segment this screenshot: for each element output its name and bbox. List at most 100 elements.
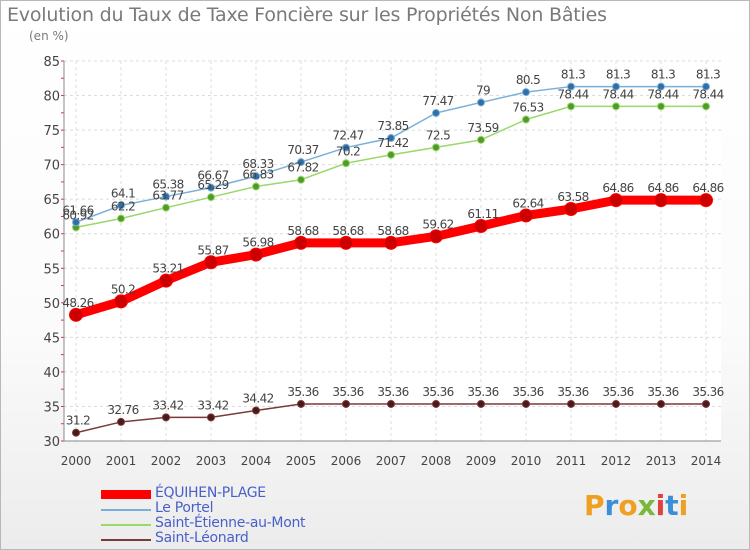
x-tick-label: 2005 [286, 454, 317, 468]
data-label-saint-leonard: 35.36 [422, 385, 453, 399]
data-label-equihen-plage: 53.21 [152, 262, 183, 276]
data-point-saint-leonard [297, 399, 305, 408]
x-tick-label: 2009 [466, 454, 497, 468]
data-point-saint-etienne-au-mont [567, 102, 575, 111]
data-point-saint-leonard [657, 399, 665, 408]
data-point-equihen-plage [114, 294, 128, 309]
data-label-saint-leonard: 33.42 [197, 398, 228, 412]
data-point-saint-etienne-au-mont [252, 182, 260, 191]
data-label-saint-leonard: 35.36 [647, 385, 678, 399]
legend-label: ÉQUIHEN-PLAGE [155, 485, 266, 501]
x-tick-label: 2003 [196, 454, 227, 468]
data-point-le-portel [702, 82, 710, 91]
data-label-saint-etienne-au-mont: 71.42 [377, 136, 408, 150]
data-label-le-portel: 65.38 [152, 178, 183, 192]
line-chart: 30 35 40 45 50 55 60 65 70 75 80 85 2000 2001 2002 2003… [43, 55, 724, 468]
data-label-saint-etienne-au-mont: 78.44 [557, 87, 588, 101]
y-tick-label: 75 [43, 124, 60, 139]
data-point-equihen-plage [654, 193, 668, 208]
x-tick-label: 2002 [151, 454, 182, 468]
data-label-equihen-plage: 55.87 [197, 243, 228, 257]
legend-swatch [101, 509, 151, 511]
data-point-saint-etienne-au-mont [702, 102, 710, 111]
data-label-saint-etienne-au-mont: 62.2 [111, 200, 135, 214]
data-point-equihen-plage [609, 193, 623, 208]
data-point-saint-leonard [162, 413, 170, 422]
data-point-equihen-plage [69, 307, 83, 322]
data-label-saint-etienne-au-mont: 78.44 [602, 87, 633, 101]
data-label-le-portel: 81.3 [606, 68, 630, 82]
data-point-saint-leonard [567, 399, 575, 408]
data-label-saint-leonard: 35.36 [467, 385, 498, 399]
data-point-saint-etienne-au-mont [432, 143, 440, 152]
x-tick-label: 2011 [556, 454, 587, 468]
data-label-saint-etienne-au-mont: 78.44 [692, 87, 723, 101]
data-point-saint-leonard [432, 399, 440, 408]
data-label-le-portel: 72.47 [332, 129, 363, 143]
data-label-saint-etienne-au-mont: 70.2 [336, 144, 360, 158]
data-label-le-portel: 79 [476, 83, 490, 97]
y-tick-label: 35 [43, 400, 60, 415]
y-tick-label: 40 [43, 366, 60, 381]
data-label-saint-etienne-au-mont: 67.82 [287, 161, 318, 175]
data-point-saint-leonard [342, 399, 350, 408]
data-label-saint-leonard: 35.36 [692, 385, 723, 399]
data-point-le-portel [567, 82, 575, 91]
data-label-equihen-plage: 58.68 [332, 224, 363, 238]
data-label-equihen-plage: 48.26 [62, 296, 93, 310]
x-tick-label: 2006 [331, 454, 362, 468]
x-tick-label: 2013 [646, 454, 677, 468]
data-label-equihen-plage: 50.2 [111, 282, 135, 296]
data-point-le-portel [657, 82, 665, 91]
data-point-saint-leonard [522, 399, 530, 408]
data-label-equihen-plage: 58.68 [377, 224, 408, 238]
data-point-le-portel [252, 172, 260, 181]
data-label-equihen-plage: 59.62 [422, 217, 453, 231]
data-point-saint-etienne-au-mont [612, 102, 620, 111]
data-point-le-portel [162, 192, 170, 201]
data-point-saint-leonard [702, 399, 710, 408]
data-label-saint-etienne-au-mont: 65.29 [197, 178, 228, 192]
data-point-saint-leonard [252, 406, 260, 415]
data-label-saint-leonard: 33.42 [152, 398, 183, 412]
logo-letter: x [637, 489, 656, 522]
y-tick-label: 70 [43, 159, 60, 174]
legend-label: Le Portel [155, 500, 214, 516]
data-point-saint-leonard [612, 399, 620, 408]
data-point-saint-etienne-au-mont [117, 214, 125, 223]
legend-swatch [101, 524, 151, 526]
y-tick-label: 80 [43, 90, 60, 105]
data-label-le-portel: 80.5 [516, 73, 540, 87]
data-label-equihen-plage: 64.86 [692, 181, 723, 195]
logo-letter: P [584, 489, 605, 522]
data-label-saint-leonard: 35.36 [602, 385, 633, 399]
legend-swatch [101, 490, 151, 499]
data-point-equihen-plage [384, 235, 398, 250]
data-point-equihen-plage [519, 208, 533, 223]
data-label-saint-leonard: 35.36 [287, 385, 318, 399]
data-point-le-portel [72, 218, 80, 227]
data-label-equihen-plage: 64.86 [602, 181, 633, 195]
data-point-saint-leonard [72, 428, 80, 437]
data-label-saint-leonard: 34.42 [242, 391, 273, 405]
data-point-saint-leonard [477, 399, 485, 408]
x-tick-label: 2012 [601, 454, 632, 468]
data-label-le-portel: 81.3 [561, 68, 585, 82]
plot-area [64, 61, 721, 441]
chart-title: Evolution du Taux de Taxe Foncière sur l… [7, 4, 607, 26]
data-point-equihen-plage [564, 201, 578, 216]
x-tick-label: 2004 [241, 454, 272, 468]
legend-label: Saint-Léonard [155, 530, 249, 546]
y-tick-label: 30 [43, 435, 60, 450]
data-point-saint-leonard [387, 399, 395, 408]
data-point-le-portel [612, 82, 620, 91]
data-label-saint-leonard: 32.76 [107, 403, 138, 417]
data-point-le-portel [297, 158, 305, 167]
x-tick-label: 2001 [106, 454, 137, 468]
data-label-saint-leonard: 35.36 [557, 385, 588, 399]
y-tick-label: 50 [43, 297, 60, 312]
data-point-le-portel [432, 109, 440, 118]
data-label-saint-etienne-au-mont: 72.5 [426, 128, 450, 142]
data-point-equihen-plage [429, 229, 443, 244]
data-label-saint-leonard: 35.36 [332, 385, 363, 399]
